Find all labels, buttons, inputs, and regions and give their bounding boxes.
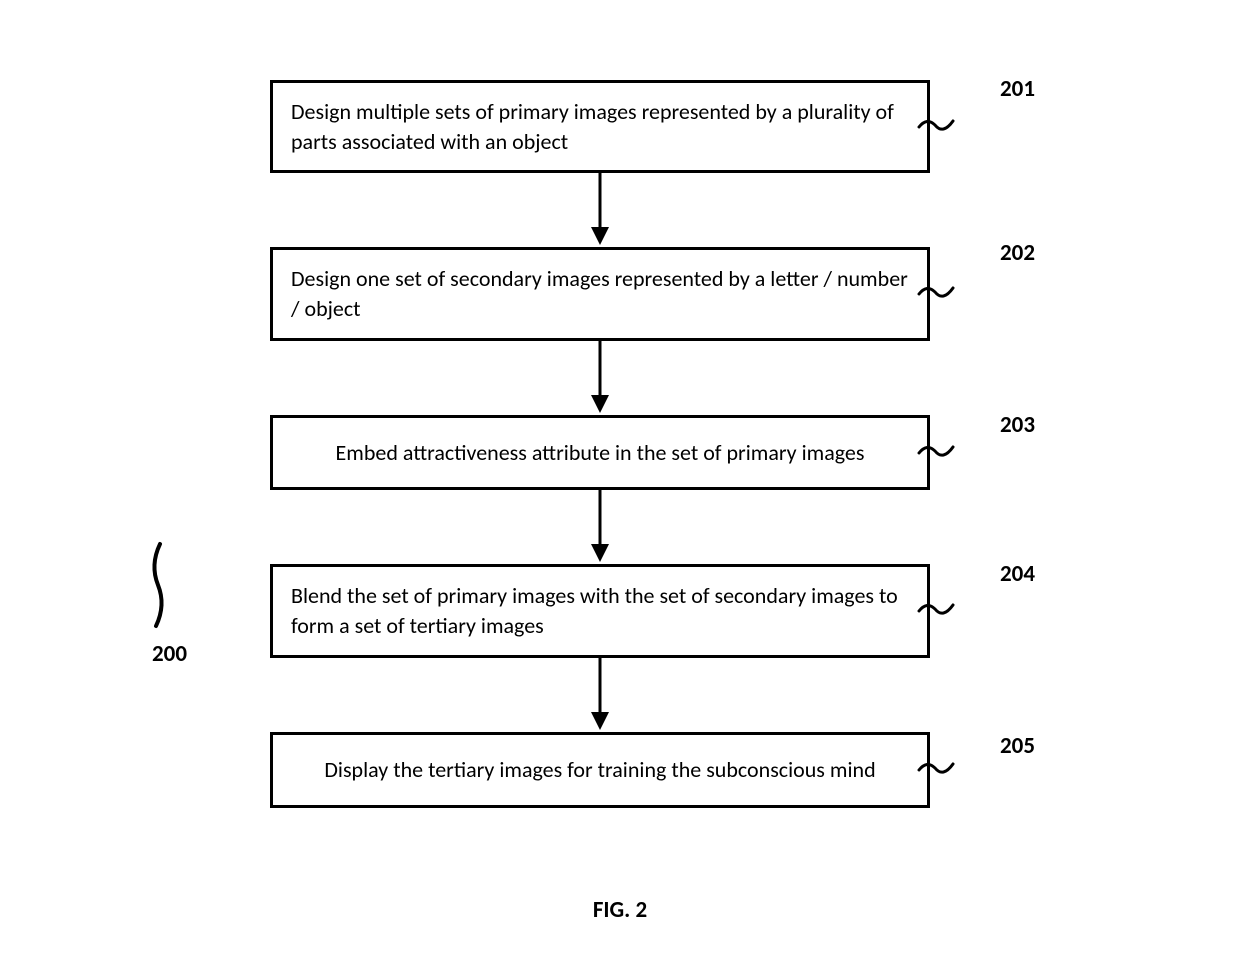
flow-step-2-text: Design one set of secondary images repre… xyxy=(291,264,909,323)
flow-step-5-text: Display the tertiary images for training… xyxy=(324,755,875,785)
arrow-down-icon xyxy=(585,490,615,564)
connector-curve-icon xyxy=(917,435,957,471)
flow-step-4: Blend the set of primary images with the… xyxy=(270,564,930,657)
flow-step-3: Embed attractiveness attribute in the se… xyxy=(270,415,930,491)
overall-marker xyxy=(140,540,180,635)
arrow-1-2 xyxy=(585,173,615,247)
step-ref-201: 201 xyxy=(1000,75,1035,103)
step-ref-203: 203 xyxy=(1000,411,1035,439)
step-ref-202: 202 xyxy=(1000,239,1035,267)
flow-step-1-text: Design multiple sets of primary images r… xyxy=(291,97,909,156)
flow-step-1: Design multiple sets of primary images r… xyxy=(270,80,930,173)
figure-label: FIG. 2 xyxy=(593,896,647,924)
overall-ref-label: 200 xyxy=(152,640,187,668)
flow-step-4-text: Blend the set of primary images with the… xyxy=(291,581,909,640)
connector-curve-icon xyxy=(917,752,957,788)
step-ref-204: 204 xyxy=(1000,560,1035,588)
connector-curve-icon xyxy=(917,593,957,629)
flow-step-5: Display the tertiary images for training… xyxy=(270,732,930,808)
connector-curve-icon xyxy=(917,109,957,145)
arrow-down-icon xyxy=(585,173,615,247)
flow-step-2: Design one set of secondary images repre… xyxy=(270,247,930,340)
step-ref-205: 205 xyxy=(1000,732,1035,760)
arrow-down-icon xyxy=(585,341,615,415)
marker-curve-icon xyxy=(140,540,180,630)
arrow-4-5 xyxy=(585,658,615,732)
connector-curve-icon xyxy=(917,276,957,312)
arrow-2-3 xyxy=(585,341,615,415)
arrow-down-icon xyxy=(585,658,615,732)
flowchart-container: Design multiple sets of primary images r… xyxy=(270,80,930,808)
arrow-3-4 xyxy=(585,490,615,564)
flow-step-3-text: Embed attractiveness attribute in the se… xyxy=(336,438,865,468)
